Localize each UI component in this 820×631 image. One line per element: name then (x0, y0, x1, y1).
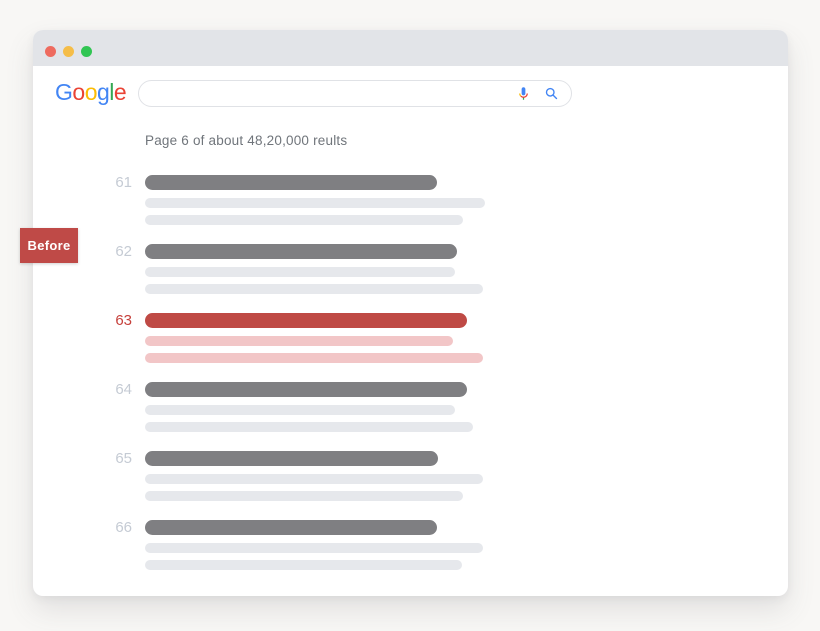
logo-letter: g (96, 79, 110, 105)
search-result-row: 63 (33, 313, 788, 363)
window-title-bar (33, 30, 788, 66)
result-rank-label: 64 (115, 381, 132, 398)
results-status-text: Page 6 of about 48,20,000 reults (145, 133, 348, 148)
result-rank-label: 63 (115, 312, 132, 329)
result-snippet-bar (145, 215, 463, 225)
result-snippet-bar (145, 198, 485, 208)
result-skeleton (145, 520, 483, 570)
result-rank-label: 65 (115, 450, 132, 467)
close-button[interactable] (45, 46, 56, 57)
result-snippet-bar (145, 560, 462, 570)
result-snippet-bar (145, 422, 473, 432)
logo-letter: G (55, 79, 73, 105)
result-skeleton (145, 313, 483, 363)
result-skeleton (145, 244, 483, 294)
search-result-row: 66 (33, 520, 788, 570)
result-snippet-bar (145, 543, 483, 553)
before-badge: Before (20, 228, 78, 263)
result-title-bar[interactable] (145, 244, 457, 259)
result-snippet-bar (145, 267, 455, 277)
google-logo: Google (55, 78, 127, 106)
result-snippet-bar (145, 474, 483, 484)
result-snippet-bar (145, 353, 483, 363)
results-list: 61 62 63 64 65 (33, 175, 788, 589)
search-result-row: 62 (33, 244, 788, 294)
search-result-row: 61 (33, 175, 788, 225)
search-bar (138, 80, 572, 107)
mic-icon[interactable] (515, 86, 531, 102)
search-input[interactable] (153, 85, 503, 102)
result-title-bar[interactable] (145, 382, 467, 397)
result-rank-label: 62 (115, 243, 132, 260)
search-icon[interactable] (543, 86, 559, 102)
result-title-bar[interactable] (145, 520, 437, 535)
result-skeleton (145, 451, 483, 501)
result-skeleton (145, 175, 485, 225)
search-result-row: 65 (33, 451, 788, 501)
logo-letter: o (84, 79, 98, 105)
logo-letter: l (109, 79, 114, 105)
result-rank-label: 61 (115, 174, 132, 191)
result-snippet-bar (145, 491, 463, 501)
result-snippet-bar (145, 405, 455, 415)
result-skeleton (145, 382, 473, 432)
result-snippet-bar (145, 336, 453, 346)
zoom-button[interactable] (81, 46, 92, 57)
logo-letter: e (113, 79, 127, 105)
result-snippet-bar (145, 284, 483, 294)
minimize-button[interactable] (63, 46, 74, 57)
search-result-row: 64 (33, 382, 788, 432)
browser-window: Google Page 6 of about 48,20,000 reults (33, 30, 788, 596)
result-title-bar[interactable] (145, 313, 467, 328)
result-title-bar[interactable] (145, 175, 437, 190)
window-controls (45, 46, 92, 57)
result-rank-label: 66 (115, 519, 132, 536)
logo-letter: o (72, 79, 85, 105)
result-title-bar[interactable] (145, 451, 438, 466)
